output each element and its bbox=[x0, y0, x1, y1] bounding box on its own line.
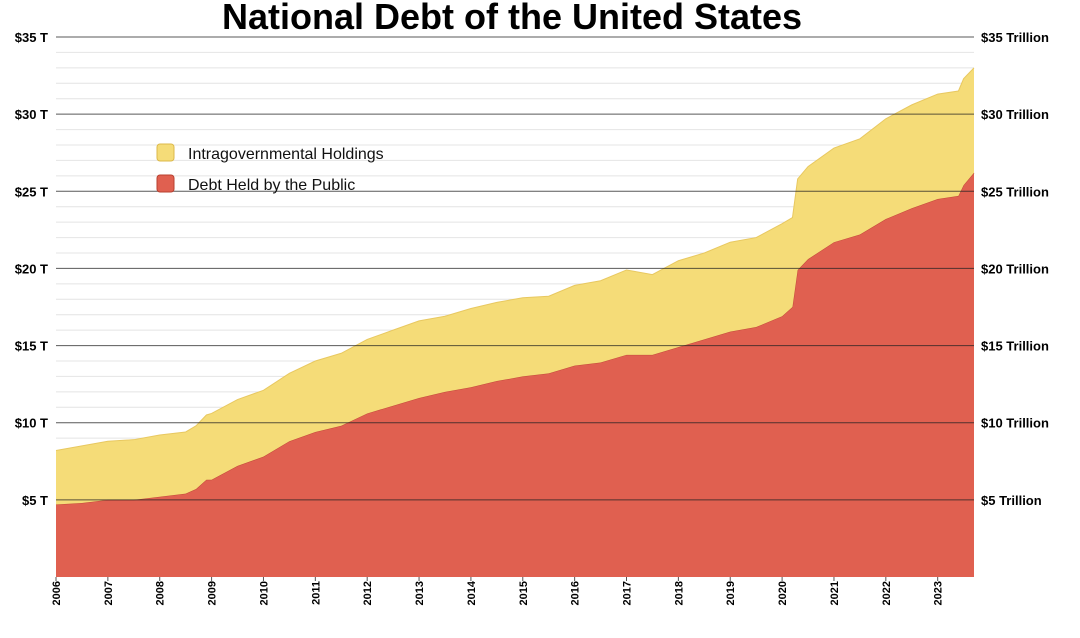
area-debt-held-by-the-public-edge bbox=[55, 172, 975, 505]
x-tick-label: 2010 bbox=[258, 581, 270, 605]
x-tick-label: 2011 bbox=[310, 581, 322, 605]
y-tick-label-right: $15 Trillion bbox=[981, 339, 1049, 354]
x-tick-label: 2013 bbox=[414, 581, 426, 605]
x-tick-label: 2018 bbox=[673, 581, 685, 605]
y-tick-label-right: $10 Trillion bbox=[981, 416, 1049, 431]
y-tick-label-left: $10 T bbox=[15, 416, 48, 431]
x-tick-label: 2014 bbox=[466, 580, 478, 605]
areas bbox=[55, 67, 975, 577]
x-tick-label: 2007 bbox=[103, 581, 115, 605]
y-tick-label-right: $35 Trillion bbox=[981, 30, 1049, 45]
y-tick-label-left: $20 T bbox=[15, 261, 48, 276]
y-tick-label-right: $25 Trillion bbox=[981, 184, 1049, 199]
y-tick-label-left: $35 T bbox=[15, 30, 48, 45]
y-axis-right: $5 Trillion $10 Trillion $15 Trillion $20 T… bbox=[981, 30, 1049, 508]
legend-label: Intragovernmental Holdings bbox=[188, 146, 384, 163]
x-tick-label: 2009 bbox=[207, 581, 219, 605]
x-tick-label: 2021 bbox=[829, 581, 841, 605]
legend-swatch bbox=[156, 143, 175, 162]
x-axis: 2006 2007 2008 2009 2010 2011 2012 2013 2014 2015… bbox=[51, 577, 945, 605]
area-debt-held-by-the-public bbox=[56, 172, 974, 577]
x-tick-label: 2012 bbox=[362, 581, 374, 605]
legend-swatch bbox=[156, 174, 175, 193]
x-tick-label: 2022 bbox=[881, 581, 893, 605]
major-grid bbox=[56, 36, 974, 501]
y-tick-label-right: $30 Trillion bbox=[981, 107, 1049, 122]
y-axis-left: $5 T $10 T $15 T $20 T $25 T $30 T $35 T bbox=[15, 30, 48, 508]
y-tick-label-left: $5 T bbox=[22, 493, 48, 508]
chart-title: National Debt of the United States bbox=[221, 0, 803, 37]
x-tick-label: 2019 bbox=[725, 581, 737, 605]
x-tick-label: 2006 bbox=[51, 581, 63, 605]
x-tick-label: 2015 bbox=[518, 581, 530, 605]
y-tick-label-right: $20 Trillion bbox=[981, 261, 1049, 276]
x-tick-label: 2017 bbox=[622, 581, 634, 605]
legend: Intragovernmental Holdings Debt Held by t… bbox=[156, 143, 384, 194]
x-tick-label: 2020 bbox=[777, 581, 789, 605]
x-tick-label: 2016 bbox=[570, 581, 582, 605]
x-tick-label: 2008 bbox=[155, 581, 167, 605]
y-tick-label-left: $15 T bbox=[15, 339, 48, 354]
x-tick-label: 2023 bbox=[933, 581, 945, 605]
y-tick-label-right: $5 Trillion bbox=[981, 493, 1042, 508]
y-tick-label-left: $30 T bbox=[15, 107, 48, 122]
y-tick-label-left: $25 T bbox=[15, 184, 48, 199]
area-intragovernmental-holdings-edge bbox=[55, 67, 975, 451]
area-intragovernmental-holdings bbox=[56, 67, 974, 505]
legend-label: Debt Held by the Public bbox=[188, 177, 355, 194]
